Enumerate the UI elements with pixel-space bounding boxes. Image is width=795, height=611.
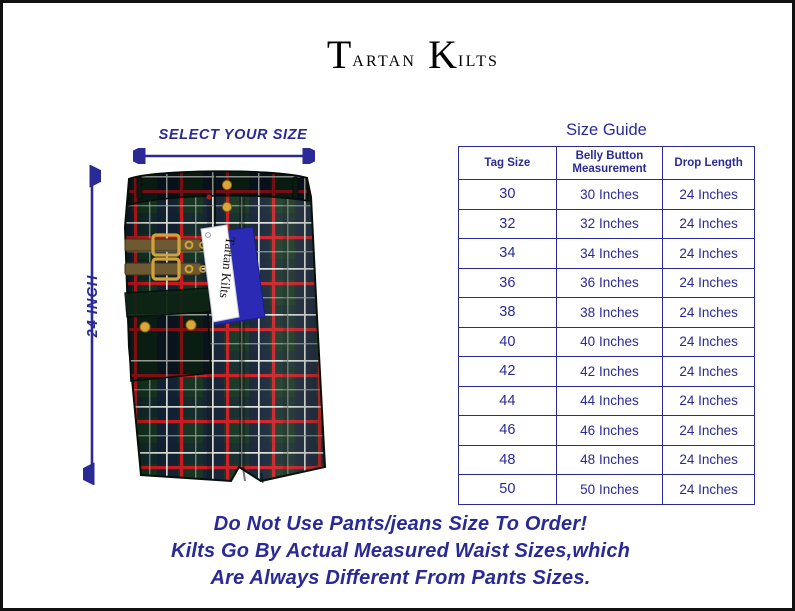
table-row: 34 34 Inches 24 Inches	[458, 238, 755, 269]
size-guide-title: Size Guide	[566, 121, 647, 139]
cell-drop-length: 24 Inches	[662, 267, 755, 298]
cell-drop-length: 24 Inches	[662, 415, 755, 446]
table-row: 38 38 Inches 24 Inches	[458, 297, 755, 328]
logo-letter-k: K	[428, 32, 458, 77]
table-row: 48 48 Inches 24 Inches	[458, 444, 755, 475]
cell-tag-size: 38	[458, 297, 557, 328]
cell-drop-length: 24 Inches	[662, 208, 755, 239]
cell-drop-length: 24 Inches	[662, 179, 755, 210]
table-row: 40 40 Inches 24 Inches	[458, 326, 755, 357]
cell-tag-size: 42	[458, 356, 557, 387]
table-header-row: Tag Size Belly Button Measurement Drop L…	[458, 146, 755, 180]
cell-belly-button: 44 Inches	[555, 385, 664, 416]
cell-belly-button: 32 Inches	[555, 208, 664, 239]
cell-drop-length: 24 Inches	[662, 356, 755, 387]
warning-line-2: Kilts Go By Actual Measured Waist Sizes,…	[170, 540, 631, 562]
product-hang-tag: Tartan Kilts	[200, 224, 266, 326]
table-row: 30 30 Inches 24 Inches	[458, 179, 755, 210]
horizontal-double-arrow-icon	[133, 148, 315, 164]
table-row: 32 32 Inches 24 Inches	[458, 208, 755, 239]
cell-belly-button: 46 Inches	[555, 415, 664, 446]
table-row: 50 50 Inches 24 Inches	[458, 474, 755, 505]
cell-tag-size: 48	[458, 444, 557, 475]
cell-drop-length: 24 Inches	[662, 385, 755, 416]
cell-belly-button: 40 Inches	[555, 326, 664, 357]
warning-line-3: Are Always Different From Pants Sizes.	[210, 567, 591, 589]
warning-line-1: Do Not Use Pants/jeans Size To Order!	[213, 513, 588, 535]
length-label-24-inch: 24 INCH	[85, 274, 101, 338]
col-header-drop-length: Drop Length	[662, 146, 755, 180]
select-your-size-label: SELECT YOUR SIZE	[158, 127, 308, 143]
cell-drop-length: 24 Inches	[662, 444, 755, 475]
kilt-pleat-lines	[242, 466, 264, 484]
cell-belly-button: 50 Inches	[555, 474, 664, 505]
cell-drop-length: 24 Inches	[662, 297, 755, 328]
cell-tag-size: 30	[458, 179, 557, 210]
cell-tag-size: 40	[458, 326, 557, 357]
cell-tag-size: 34	[458, 238, 557, 269]
kilt-cargo-pocket	[124, 287, 212, 382]
cell-tag-size: 50	[458, 474, 557, 505]
cell-belly-button: 42 Inches	[555, 356, 664, 387]
cell-belly-button: 38 Inches	[555, 297, 664, 328]
cell-drop-length: 24 Inches	[662, 238, 755, 269]
cell-belly-button: 34 Inches	[555, 238, 664, 269]
cell-drop-length: 24 Inches	[662, 326, 755, 357]
order-warning-note: Do Not Use Pants/jeans Size To Order! Ki…	[53, 511, 748, 592]
col-header-belly-button: Belly Button Measurement	[555, 146, 664, 180]
vertical-double-arrow-icon	[83, 165, 101, 485]
size-guide-table: Tag Size Belly Button Measurement Drop L…	[458, 146, 755, 505]
logo-word-ilts: ILTS	[458, 53, 500, 70]
hang-tag-logo-text: Tartan Kilts	[217, 236, 238, 299]
cell-belly-button: 48 Inches	[555, 444, 664, 475]
buckle-icon	[151, 233, 181, 281]
brand-logo-text: T ARTAN K ILTS	[313, 31, 513, 78]
col-header-tag-size: Tag Size	[458, 146, 557, 180]
cell-drop-length: 24 Inches	[662, 474, 755, 505]
table-row: 44 44 Inches 24 Inches	[458, 385, 755, 416]
cell-belly-button: 30 Inches	[555, 179, 664, 210]
cell-tag-size: 46	[458, 415, 557, 446]
table-row: 42 42 Inches 24 Inches	[458, 356, 755, 387]
table-row: 46 46 Inches 24 Inches	[458, 415, 755, 446]
cell-tag-size: 32	[458, 208, 557, 239]
brand-logo: T ARTAN K ILTS	[313, 31, 513, 93]
kilt-product-image: Tartan Kilts	[123, 170, 327, 484]
cell-tag-size: 44	[458, 385, 557, 416]
logo-word-artan: ARTAN	[352, 53, 417, 70]
cell-tag-size: 36	[458, 267, 557, 298]
table-row: 36 36 Inches 24 Inches	[458, 267, 755, 298]
cell-belly-button: 36 Inches	[555, 267, 664, 298]
logo-letter-t: T	[326, 32, 352, 77]
